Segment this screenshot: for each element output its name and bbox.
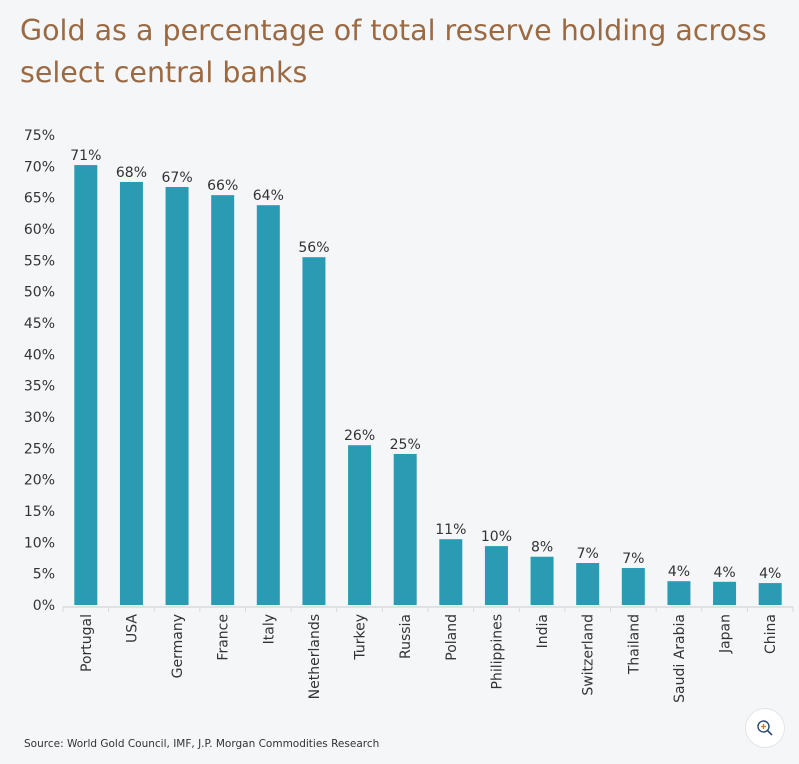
bar-usa	[119, 182, 143, 605]
data-label: 11%	[435, 522, 466, 538]
x-tick-label: Italy	[261, 614, 277, 644]
data-label: 4%	[668, 564, 690, 580]
data-label: 66%	[207, 178, 238, 194]
x-tick-label: Turkey	[353, 614, 369, 661]
bar-turkey	[348, 445, 372, 605]
x-tick-label: Poland	[444, 614, 460, 661]
bar-russia	[393, 453, 417, 605]
y-tick-label: 30%	[24, 410, 55, 426]
data-label: 67%	[162, 170, 193, 186]
bar-portugal	[74, 165, 98, 605]
zoom-in-icon	[757, 720, 773, 736]
bar-japan	[713, 581, 737, 605]
data-label: 7%	[577, 546, 599, 562]
bar-saudi-arabia	[667, 581, 691, 605]
x-tick-label: USA	[124, 614, 140, 643]
data-label: 4%	[713, 565, 735, 581]
y-tick-label: 45%	[24, 316, 55, 332]
bar-philippines	[484, 546, 508, 605]
data-label: 7%	[622, 551, 644, 567]
x-tick-label: Netherlands	[307, 614, 323, 699]
y-tick-label: 20%	[24, 473, 55, 489]
y-tick-label: 25%	[24, 441, 55, 457]
x-tick-label: Philippines	[489, 614, 505, 689]
data-label: 10%	[481, 529, 512, 545]
data-label: 68%	[116, 165, 147, 181]
bar-france	[211, 195, 235, 605]
y-tick-label: 10%	[24, 535, 55, 551]
y-tick-label: 75%	[24, 128, 55, 144]
x-tick-label: India	[535, 614, 551, 648]
data-label: 25%	[390, 437, 421, 453]
bar-china	[758, 583, 782, 605]
y-tick-label: 65%	[24, 191, 55, 207]
bar-germany	[165, 187, 189, 605]
bar-italy	[256, 205, 280, 606]
data-label: 8%	[531, 540, 553, 556]
y-tick-label: 50%	[24, 285, 55, 301]
bar-switzerland	[576, 563, 600, 605]
zoom-button[interactable]	[745, 708, 785, 748]
x-tick-label: France	[216, 614, 232, 661]
data-label: 56%	[298, 240, 329, 256]
data-label: 26%	[344, 428, 375, 444]
x-tick-label: Germany	[170, 614, 186, 678]
x-tick-label: Switzerland	[581, 614, 597, 696]
y-tick-label: 15%	[24, 504, 55, 520]
y-tick-label: 35%	[24, 379, 55, 395]
y-tick-label: 60%	[24, 222, 55, 238]
y-tick-label: 5%	[33, 567, 55, 583]
y-tick-label: 0%	[33, 598, 55, 614]
y-tick-label: 40%	[24, 347, 55, 363]
source-note: Source: World Gold Council, IMF, J.P. Mo…	[24, 738, 380, 750]
x-tick-label: Portugal	[79, 614, 95, 672]
y-tick-label: 70%	[24, 159, 55, 175]
chart-title: Gold as a percentage of total reserve ho…	[20, 14, 767, 89]
bar-netherlands	[302, 257, 326, 605]
data-label: 4%	[759, 566, 781, 582]
bar-thailand	[621, 568, 645, 605]
bar-poland	[439, 539, 463, 605]
bar-india	[530, 556, 554, 605]
x-tick-label: Japan	[718, 614, 734, 654]
x-tick-label: Russia	[398, 614, 414, 659]
y-tick-label: 55%	[24, 253, 55, 269]
x-tick-label: Saudi Arabia	[672, 614, 688, 703]
data-label: 64%	[253, 188, 284, 204]
data-label: 71%	[70, 148, 101, 164]
x-tick-label: China	[763, 614, 779, 654]
x-tick-label: Thailand	[626, 614, 642, 675]
